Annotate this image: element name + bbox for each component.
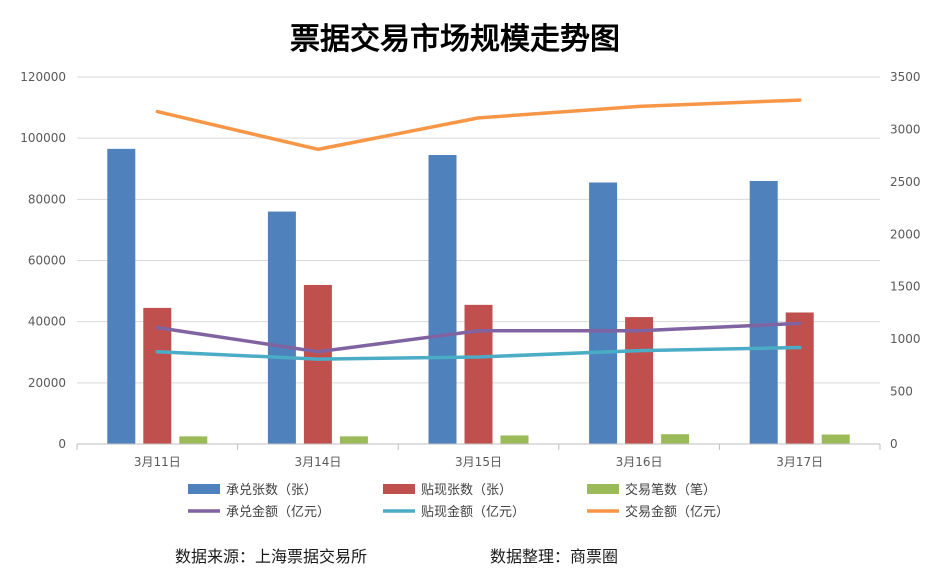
y-right-tick-label: 1000 [890,332,921,346]
bar [749,180,778,444]
y-right-tick-label: 2500 [890,175,921,189]
y-right-tick-label: 1500 [890,280,921,294]
legend-swatch [587,484,619,494]
y-right-tick-label: 2000 [890,227,921,241]
data-source-note: 数据来源：上海票据交易所 [175,547,367,566]
series-line [155,321,802,354]
y-right-tick-label: 500 [890,385,913,399]
x-tick-label: 3月16日 [616,455,663,469]
bar [267,211,296,444]
legend-label: 承兑金额（亿元） [226,504,330,520]
bar [785,312,814,444]
legend-label: 贴现张数（张） [421,483,512,498]
y-left-tick-label: 40000 [28,315,66,329]
axes: 0 20000 40000 60000 80000 100000 120000 0 500 100… [20,70,920,469]
x-tick-label: 3月15日 [455,455,502,469]
series-line [155,98,802,152]
legend-label: 交易笔数（笔） [625,482,716,498]
y-left-tick-label: 20000 [28,376,66,390]
legend-swatch [383,484,415,494]
data-compiler-note: 数据整理：商票圈 [490,547,618,566]
legend: 承兑张数（张） 贴现张数（张） 交易笔数（笔） 承兑金额（亿元） 贴现金额（亿元） 交易金… [188,482,729,520]
y-left-tick-label: 60000 [28,254,66,268]
legend-label: 贴现金额（亿元） [421,504,525,520]
x-tick-label: 3月14日 [294,455,341,469]
x-tick-label: 3月17日 [776,455,823,469]
grid [77,76,880,384]
bar [179,436,208,444]
bar [661,434,690,444]
bar [500,435,529,444]
y-right-tick-label: 3500 [890,70,921,84]
chart-title: 票据交易市场规模走势图 [290,22,620,57]
bar [821,434,850,444]
y-right-tick-label: 3000 [890,122,921,136]
y-right-tick-label: 0 [890,437,898,451]
bars [107,148,850,445]
y-left-tick-label: 100000 [20,131,66,145]
series-line [155,345,802,361]
bar [339,436,368,444]
lines [155,98,802,361]
x-tick-label: 3月11日 [134,455,181,469]
legend-label: 交易金额（亿元） [625,504,729,520]
bar [589,182,618,444]
bar [107,148,136,444]
legend-label: 承兑张数（张） [226,483,317,498]
y-left-tick-label: 80000 [28,192,66,206]
legend-swatch [188,484,220,494]
y-left-tick-label: 0 [58,437,66,451]
bar [303,284,332,444]
bar [464,304,493,444]
bar [428,154,457,445]
bar [625,317,654,444]
y-left-tick-label: 120000 [20,70,66,84]
